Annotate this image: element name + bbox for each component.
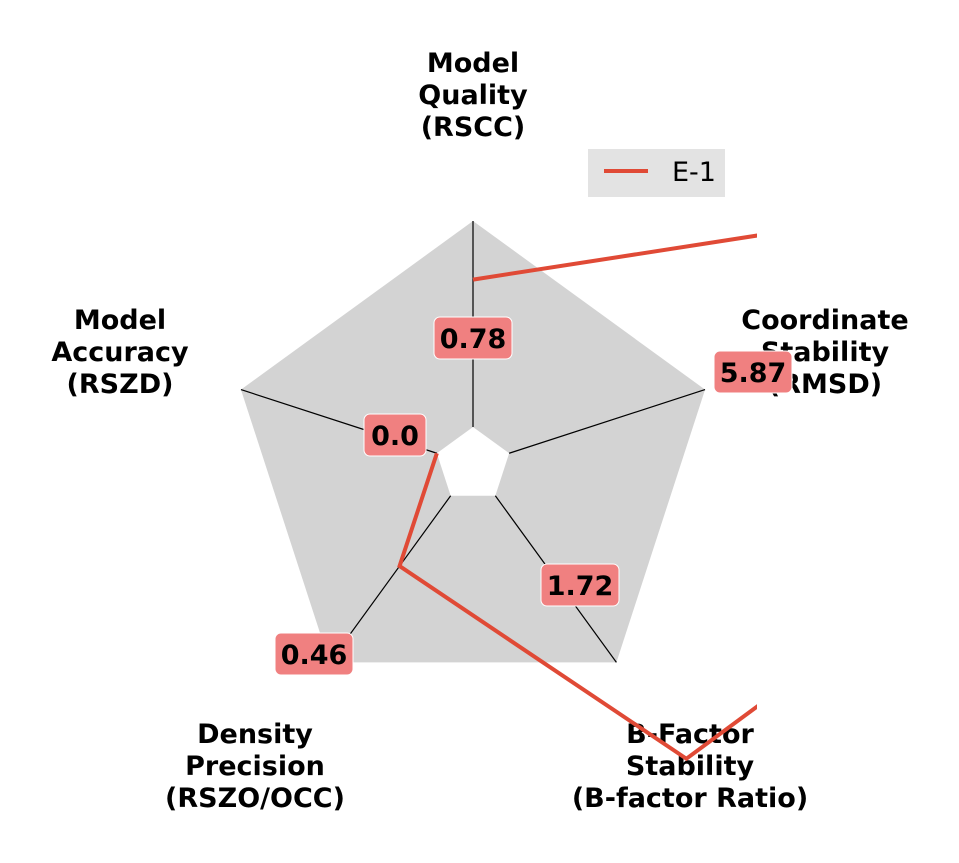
value-label-text: 0.46 xyxy=(281,640,348,671)
value-label-box xyxy=(274,632,354,676)
value-label-box xyxy=(363,413,427,457)
spoke-2 xyxy=(508,389,706,454)
axis-label-2: Coordinate Stability (RMSD) xyxy=(741,305,908,400)
radar-center-hole xyxy=(436,427,510,496)
value-label-box xyxy=(540,563,620,607)
axis-label-4: Density Precision (RSZO/OCC) xyxy=(165,719,345,814)
value-label-5: 0.0 xyxy=(363,413,427,457)
value-label-text: 0.78 xyxy=(440,324,507,355)
series-line-e-1 xyxy=(397,233,757,762)
value-label-3: 1.72 xyxy=(540,563,620,607)
value-label-text: 5.87 xyxy=(720,358,787,389)
value-label-box xyxy=(713,350,793,394)
series-layer xyxy=(397,233,757,762)
axis-labels: Model Quality (RSCC) Coordinate Stability (RM… xyxy=(51,48,908,814)
legend: E-1 xyxy=(588,149,725,197)
value-label-4: 0.46 xyxy=(274,632,354,676)
value-label-text: 0.0 xyxy=(371,421,419,452)
value-labels: 0.78 5.87 1.72 0.46 0.0 xyxy=(274,316,793,676)
axis-label-3: B-Factor Stability (B-factor Ratio) xyxy=(572,719,808,814)
axis-label-5: Model Accuracy (RSZD) xyxy=(51,305,189,400)
value-label-1: 0.78 xyxy=(433,316,513,360)
axis-label-1: Model Quality (RSCC) xyxy=(418,48,528,143)
value-label-box xyxy=(433,316,513,360)
value-label-text: 1.72 xyxy=(547,571,614,602)
value-label-2: 5.87 xyxy=(713,350,793,394)
legend-label-e-1: E-1 xyxy=(672,157,716,188)
